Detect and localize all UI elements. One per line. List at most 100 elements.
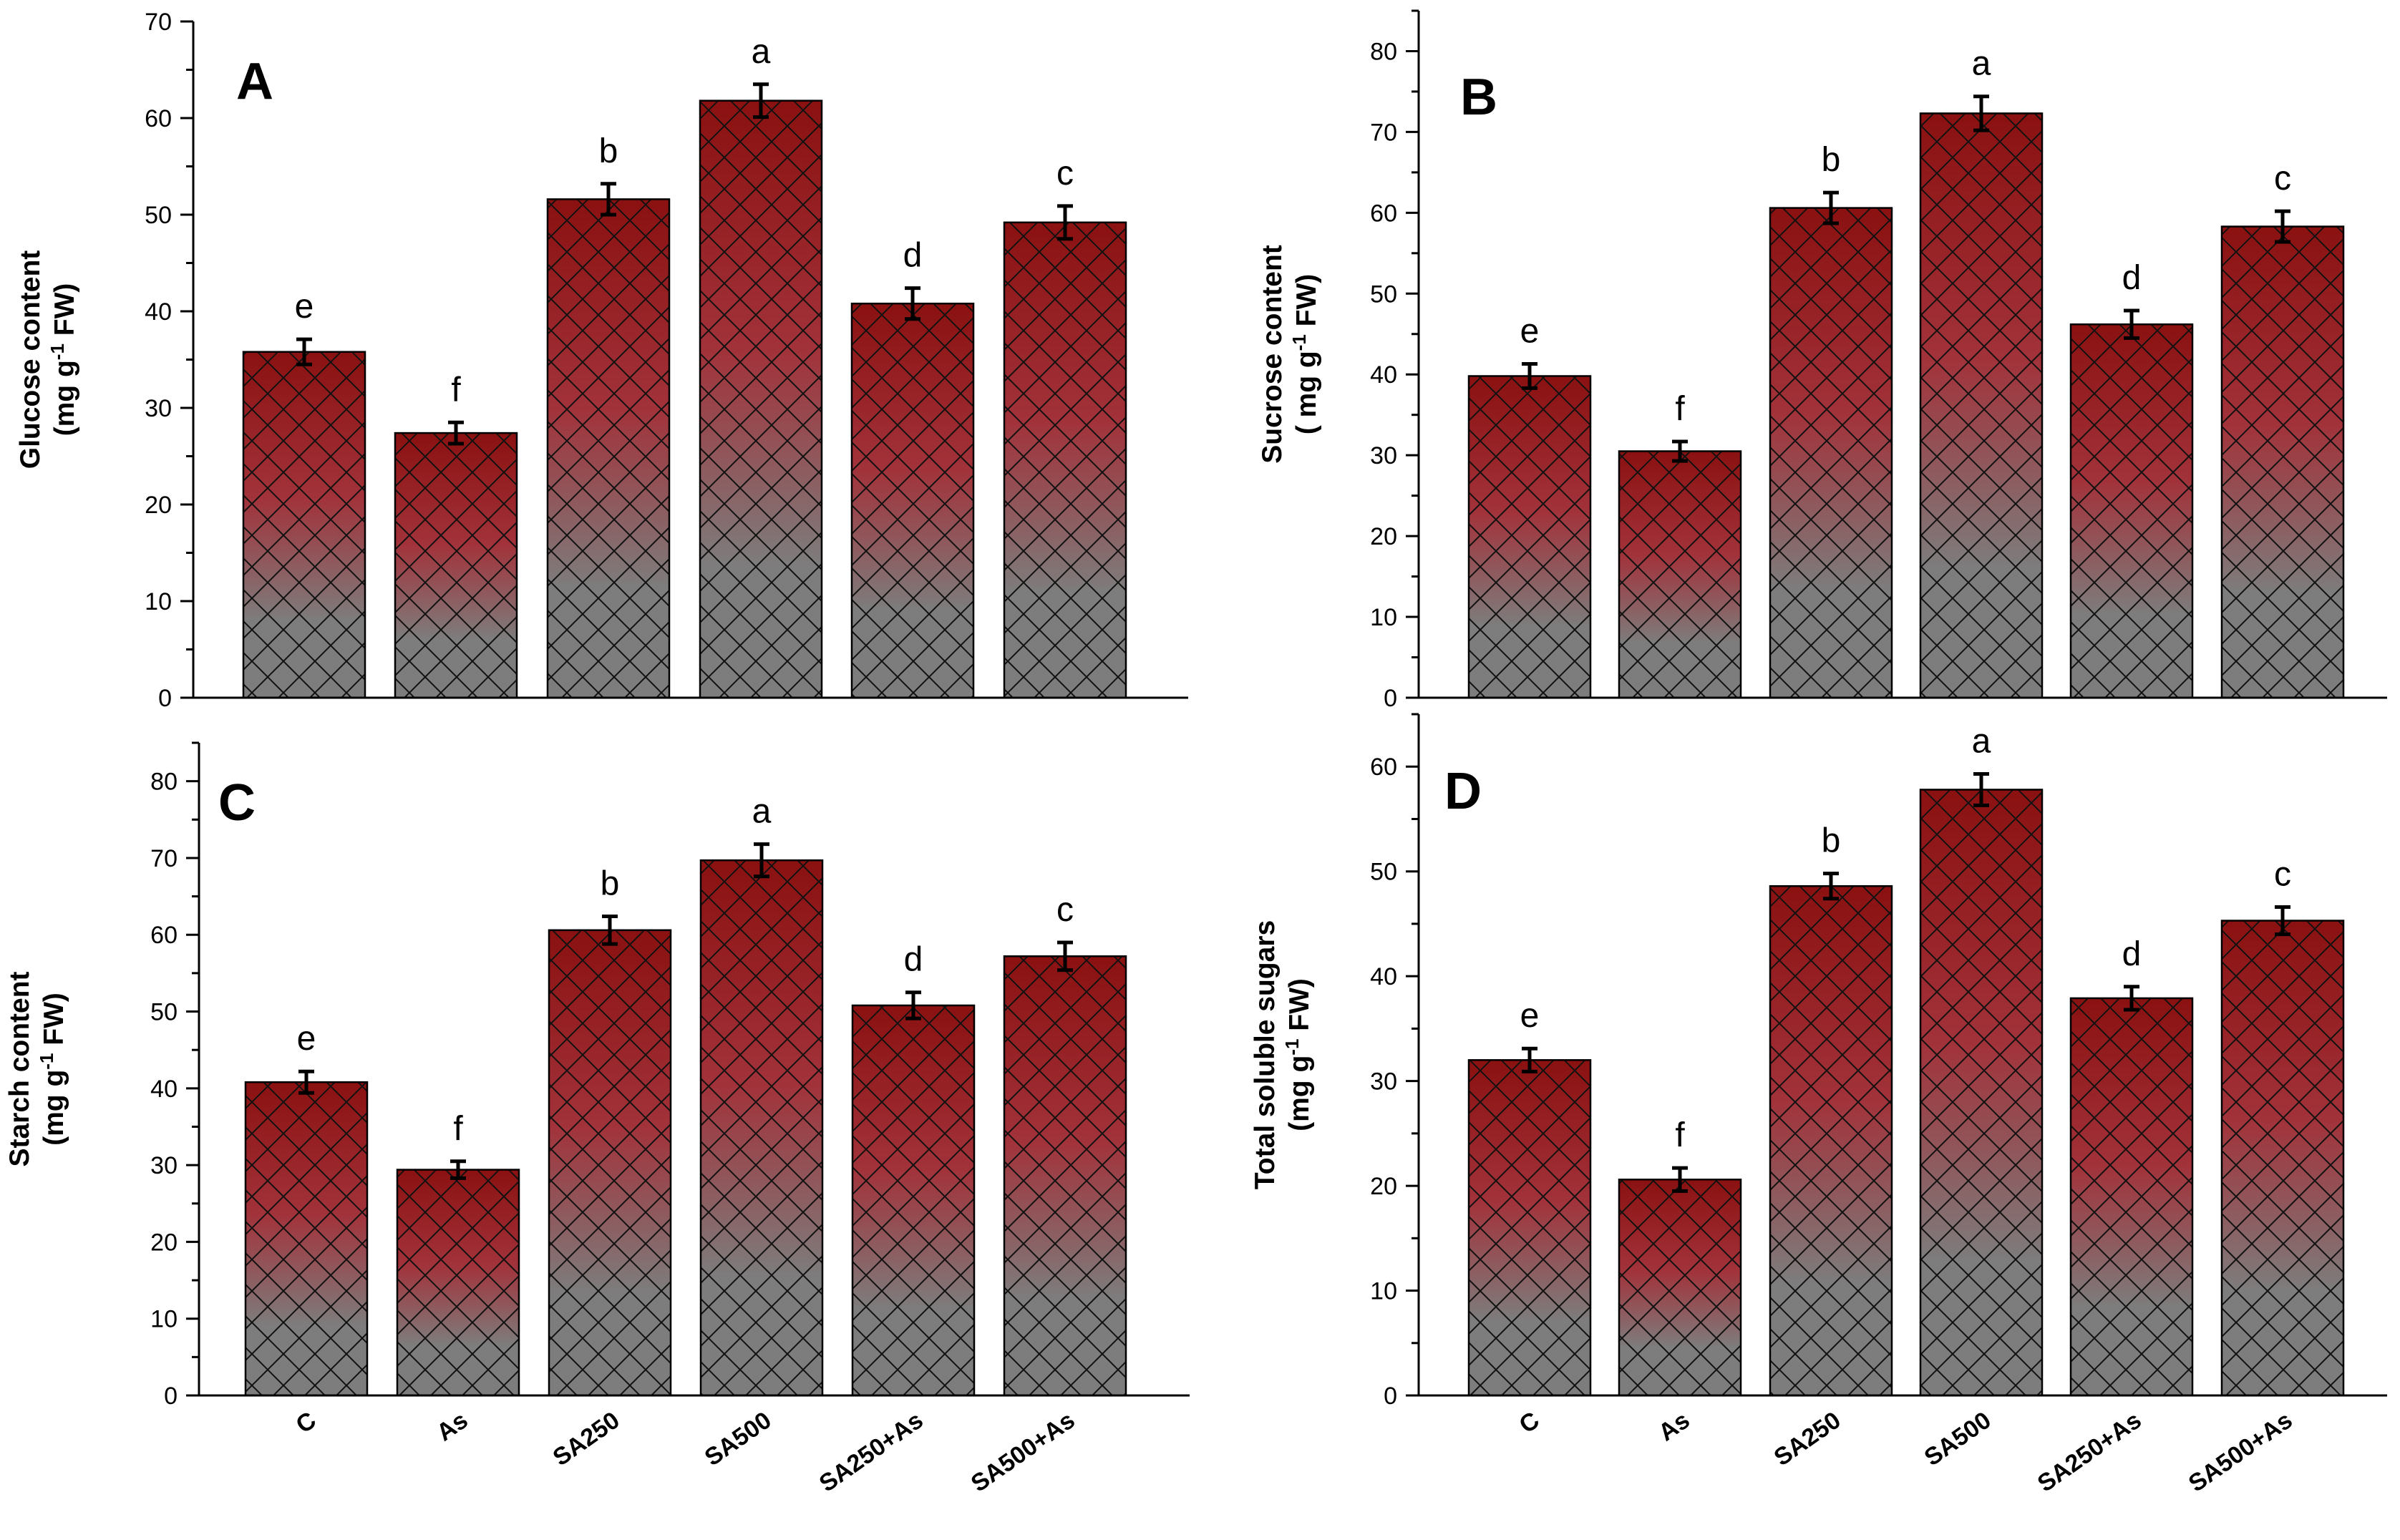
bar-hatch [1919,789,2044,1397]
error-bar [1522,1046,1537,1073]
panel-letter: C [218,774,256,832]
significance-letter: c [2274,855,2291,893]
y-tick-label: 10 [145,588,172,615]
y-tick-label: 30 [1370,1068,1397,1096]
significance-letter: d [2122,935,2142,973]
error-bar [1057,204,1073,241]
y-axis-title-line1: Starch content [4,971,35,1166]
error-bar [602,914,618,946]
significance-letter: c [1056,155,1074,192]
category-label: SA500+As [2184,1406,2298,1497]
y-tick-label: 20 [145,492,172,519]
category-label: As [432,1406,472,1446]
significance-letter: b [601,864,620,902]
significance-letter: a [752,33,771,71]
significance-letter: d [903,237,923,275]
bar-hatch [2220,920,2345,1397]
error-bar [1973,771,1989,807]
bar-hatch [548,929,672,1397]
significance-letter: d [2122,259,2142,297]
y-tick-label: 60 [1370,200,1397,227]
error-bar [1823,190,1839,225]
bar-hatch [244,1081,369,1397]
bar-hatch [394,432,518,699]
y-tick-label: 70 [145,9,172,36]
error-bar [296,337,312,366]
significance-letter: f [1675,1116,1685,1154]
y-tick-label: 10 [1370,604,1397,631]
error-bar [1522,362,1537,390]
y-tick-label: 50 [145,202,172,229]
bar-hatch [1769,884,1893,1397]
bar-hatch [1769,207,1893,699]
significance-letter: a [1972,722,1991,760]
error-bar [905,990,921,1020]
category-label: SA250+As [815,1406,928,1497]
y-axis-title: Total soluble sugars (mg g-1 FW) [1250,920,1315,1189]
category-label: SA250+As [2033,1406,2147,1497]
y-tick-label: 10 [1370,1278,1397,1305]
error-bar [601,182,616,217]
panel-letter: D [1444,763,1482,820]
y-axis-title-line2: ( mg g-1 FW) [1288,274,1322,435]
y-tick-label: 20 [1370,523,1397,550]
y-tick-label: 0 [164,1383,178,1410]
category-label: SA250 [548,1406,625,1471]
error-bar [450,1159,466,1180]
bar-hatch [1467,375,1592,699]
category-label: SA500 [700,1406,777,1471]
error-bar [754,842,769,879]
bar-hatch [546,198,671,699]
y-tick-label: 50 [1370,281,1397,308]
significance-letter: a [752,793,772,831]
error-bar [448,420,464,446]
bar-hatch [1618,450,1742,699]
bar-hatch [396,1169,520,1397]
category-label: C [1515,1406,1545,1438]
y-tick-label: 20 [150,1229,178,1256]
y-tick-label: 40 [1370,361,1397,389]
y-axis-title-line1: Total soluble sugars [1250,920,1281,1189]
significance-letter: b [599,132,618,170]
error-bar [753,82,769,120]
y-axis-title-line1: Sucrose content [1257,245,1288,464]
bar-hatch [1003,221,1127,699]
y-axis-title-line2: (mg g-1 FW) [47,283,80,437]
significance-letter: c [1056,891,1074,929]
y-tick-label: 80 [1370,38,1397,65]
significance-letter: f [1675,390,1685,428]
panel-letter: A [236,53,273,110]
error-bar [1672,439,1688,463]
category-label: C [291,1406,321,1438]
y-axis-title: Glucose content (mg g-1 FW) [15,250,80,469]
significance-letter: d [904,941,923,979]
y-tick-label: 30 [150,1152,178,1179]
significance-letter: c [2274,160,2291,198]
bar-hatch [242,351,366,699]
significance-letter: b [1822,141,1841,179]
category-label: SA250 [1769,1406,1846,1471]
bar-hatch [2069,997,2194,1397]
y-tick-label: 30 [1370,442,1397,469]
panel-b: e f b a d c 0 10 20 30 40 50 60 70 80 B Sucrose content(… [1257,9,2387,712]
error-bar [905,286,920,321]
y-tick-label: 60 [150,922,178,949]
bar-hatch [851,1004,976,1397]
error-bar [1672,1166,1688,1193]
bar-hatch [2069,323,2194,699]
y-tick-label: 0 [1384,685,1397,712]
significance-letter: f [451,371,461,409]
y-axis-title-line1: Glucose content [15,250,46,469]
y-tick-label: 20 [1370,1173,1397,1200]
y-tick-label: 70 [1370,119,1397,146]
error-bar [2275,905,2290,937]
panel-a: e f b a d c 0 10 20 30 40 50 60 70 A Glucose content (mg… [15,9,1188,712]
y-tick-label: 10 [150,1306,178,1333]
panel-d: e f b a d c 0 10 20 30 40 50 60 D Total soluble sugars… [1250,713,2387,1498]
category-label: SA500 [1920,1406,1996,1471]
panel-c: e f b a d c 0 10 20 30 40 50 60 70 80 C Starch content (m… [4,741,1190,1498]
bar-hatch [850,302,975,699]
category-label: SA500+As [966,1406,1080,1497]
y-tick-label: 0 [158,685,172,712]
